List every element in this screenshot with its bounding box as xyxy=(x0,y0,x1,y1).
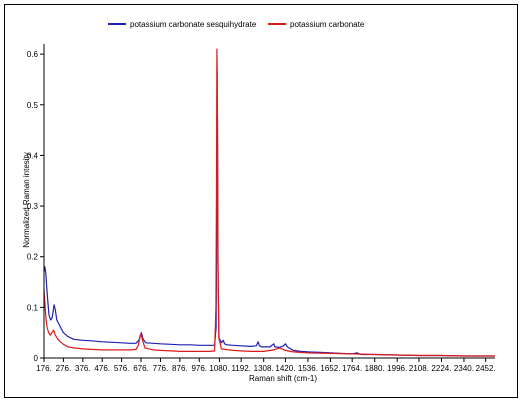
x-tick-label: 376. xyxy=(75,364,91,373)
x-tick-label: 1764. xyxy=(342,364,362,373)
y-tick-label: 0.2 xyxy=(27,253,39,262)
x-tick-label: 1420. xyxy=(275,364,295,373)
legend-label: potassium carbonate sesquihydrate xyxy=(130,20,257,29)
series-line-sesquihydrate xyxy=(43,89,495,357)
x-tick-label: 276. xyxy=(56,364,72,373)
series-line-carbonate xyxy=(43,48,495,357)
x-tick-label: 976. xyxy=(191,364,207,373)
y-tick-label: 0.1 xyxy=(27,303,39,312)
x-tick-label: 1536. xyxy=(298,364,318,373)
x-tick-label: 1080. xyxy=(209,364,229,373)
legend: potassium carbonate sesquihydrate potassi… xyxy=(108,20,365,29)
x-tick-label: 2340. xyxy=(454,364,474,373)
x-axis: 176. 276. 376. 476. 576. 676. 776. 876. 976. 1080… xyxy=(36,357,496,373)
y-tick-label: 0 xyxy=(34,354,39,363)
x-tick-label: 1192. xyxy=(231,364,250,373)
y-tick-label: 0.3 xyxy=(27,202,39,211)
x-tick-label: 576. xyxy=(114,364,130,373)
plot-area xyxy=(43,48,495,357)
x-tick-label: 1652. xyxy=(320,364,340,373)
x-tick-label: 676. xyxy=(133,364,149,373)
y-tick-label: 0.5 xyxy=(27,101,39,110)
x-tick-label: 2452. xyxy=(476,364,496,373)
x-tick-label: 776. xyxy=(153,364,169,373)
x-tick-label: 2224. xyxy=(431,364,451,373)
x-tick-label: 876. xyxy=(172,364,188,373)
x-tick-label: 1996. xyxy=(387,364,407,373)
x-tick-label: 1880. xyxy=(365,364,385,373)
legend-label: potassium carbonate xyxy=(290,20,365,29)
x-tick-label: 1308. xyxy=(254,364,274,373)
x-tick-label: 2108. xyxy=(409,364,429,373)
y-axis-title: Normalized Raman intesity xyxy=(22,152,31,248)
x-tick-label: 176. xyxy=(36,364,52,373)
y-axis: 0 0.1 0.2 0.3 0.4 0.5 0.6 xyxy=(27,44,45,363)
x-tick-label: 476. xyxy=(94,364,110,373)
y-tick-label: 0.6 xyxy=(27,50,39,59)
y-tick-label: 0.4 xyxy=(27,151,39,160)
chart-frame xyxy=(4,4,518,398)
x-axis-title: Raman shift (cm-1) xyxy=(249,374,317,383)
